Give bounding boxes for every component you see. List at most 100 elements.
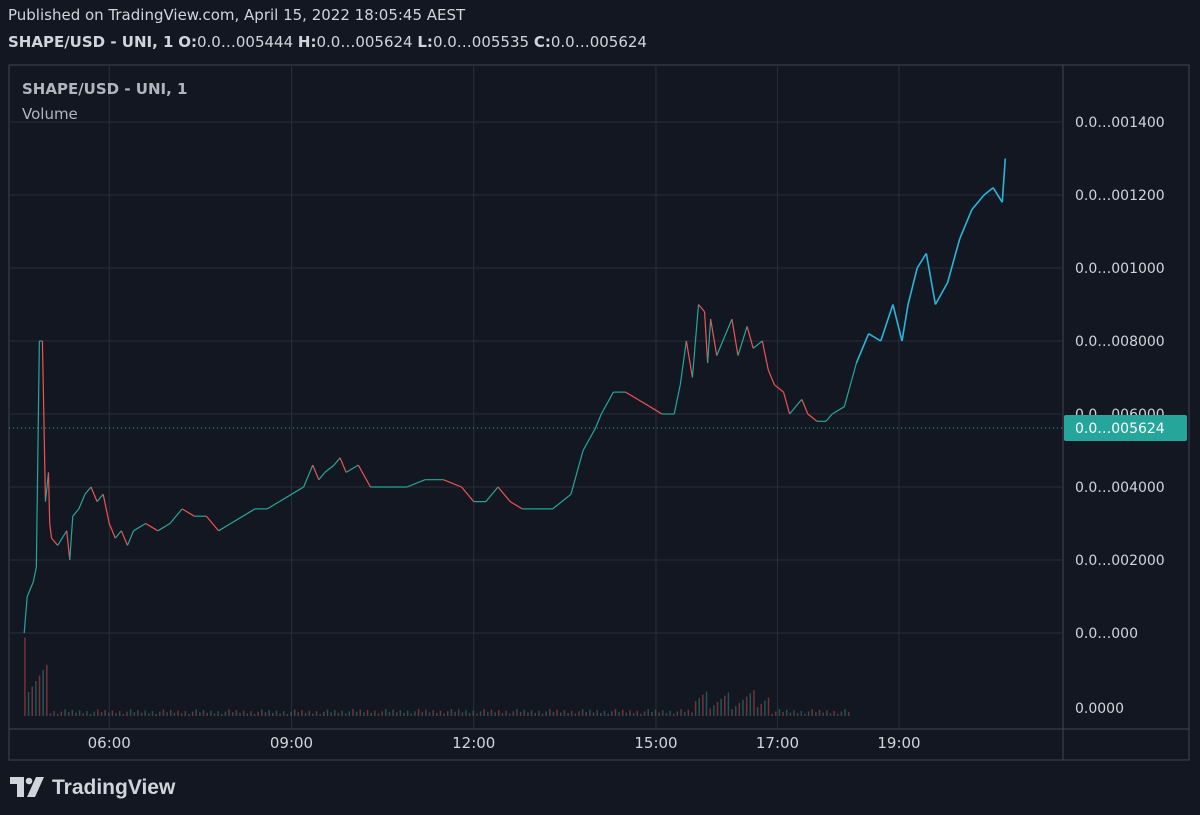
volume-bar: [654, 709, 657, 716]
volume-bar: [785, 709, 788, 716]
volume-bar: [549, 709, 551, 716]
y-tick-label: 0.0000: [1075, 701, 1124, 717]
price-segment: [731, 319, 739, 356]
volume-bar: [315, 711, 318, 716]
price-segment: [934, 282, 949, 305]
volume-bar: [235, 710, 238, 716]
y-tick-label: 0.0…001200: [1075, 188, 1165, 204]
price-segment: [703, 311, 709, 363]
volume-bar: [665, 713, 668, 716]
volume-bar: [421, 711, 423, 716]
volume-bar: [173, 712, 176, 716]
price-segment: [35, 340, 40, 568]
volume-bar: [239, 712, 241, 716]
volume-bar: [86, 711, 88, 716]
volume-bar: [151, 711, 154, 716]
ohlc-header: SHAPE/USD - UNI, 1 O:0.0…005444 H:0.0…00…: [8, 33, 647, 51]
volume-bar: [118, 711, 121, 716]
volume-bar: [162, 709, 165, 716]
volume-bar: [782, 712, 784, 716]
volume-bar: [691, 712, 693, 716]
volume-bar: [592, 712, 595, 716]
last-price-badge: [1064, 415, 1187, 441]
volume-bar: [818, 709, 821, 716]
volume-bar: [304, 712, 307, 716]
volume-bar: [111, 710, 114, 716]
price-segment: [266, 501, 280, 510]
volume-bar: [100, 712, 103, 716]
volume-bar: [468, 712, 471, 716]
price-segment: [1001, 158, 1007, 203]
volume-bar: [636, 710, 639, 716]
price-segment: [84, 486, 92, 495]
tradingview-brand[interactable]: TradingView: [10, 773, 175, 803]
volume-bar: [414, 711, 416, 716]
x-tick-label: 09:00: [270, 734, 313, 752]
price-segment: [679, 340, 687, 385]
volume-bar: [242, 710, 245, 716]
volume-bar: [253, 713, 256, 716]
volume-bar: [374, 710, 376, 716]
price-segment: [114, 530, 122, 539]
volume-bar: [78, 710, 81, 716]
volume-bar: [698, 697, 701, 716]
volume-bar: [279, 713, 281, 716]
volume-bar: [490, 709, 493, 716]
volume-bar: [67, 712, 70, 716]
volume-bar: [290, 711, 292, 716]
y-tick-label: 0.0…001000: [1075, 261, 1165, 277]
volume-bar: [629, 710, 631, 716]
price-segment: [41, 340, 47, 502]
volume-bar: [297, 712, 300, 716]
volume-bar: [756, 707, 759, 716]
price-segment: [946, 238, 961, 283]
volume-bars: [24, 637, 850, 716]
price-segment: [291, 486, 304, 495]
open-value: 0.0…005444: [197, 33, 294, 51]
volume-bar: [552, 711, 555, 716]
volume-bar: [494, 712, 496, 716]
volume-bar: [53, 711, 55, 716]
volume-bar: [24, 637, 26, 716]
volume-bar: [640, 713, 642, 716]
price-segment: [570, 450, 584, 495]
volume-bar: [319, 713, 321, 716]
price-segment: [971, 194, 985, 211]
volume-bar: [501, 712, 504, 716]
price-segment: [205, 515, 220, 532]
volume-bar: [534, 713, 536, 716]
y-tick-label: 0.0…000: [1075, 626, 1138, 642]
price-segment: [685, 340, 694, 378]
price-segment: [716, 340, 724, 356]
volume-bar: [166, 712, 168, 716]
volume-bar: [370, 712, 372, 716]
volume-bar: [436, 712, 438, 716]
volume-bar: [607, 713, 609, 716]
volume-bar: [662, 710, 664, 716]
volume-bar: [487, 711, 489, 716]
volume-bar: [31, 686, 33, 716]
volume-bar: [753, 690, 755, 716]
volume-bar: [574, 713, 577, 716]
price-segment: [825, 413, 833, 422]
volume-bar: [352, 709, 354, 716]
volume-bar: [749, 693, 752, 716]
volume-bar: [264, 712, 267, 716]
volume-bar: [472, 710, 475, 716]
header-symbol: SHAPE/USD - UNI, 1: [8, 33, 174, 51]
volume-bar: [519, 711, 522, 716]
volume-bar: [600, 713, 602, 716]
volume-bar: [250, 711, 252, 716]
volume-bar: [272, 712, 274, 716]
volume-bar: [213, 713, 216, 716]
price-segment: [406, 479, 426, 488]
volume-bar: [727, 692, 730, 716]
price-segment: [868, 333, 882, 342]
price-segment: [133, 522, 146, 532]
volume-bar: [683, 711, 686, 716]
volume-bar: [308, 710, 310, 716]
volume-bar: [632, 713, 635, 716]
tradingview-logo-icon: [10, 777, 44, 797]
volume-bar: [556, 709, 558, 716]
